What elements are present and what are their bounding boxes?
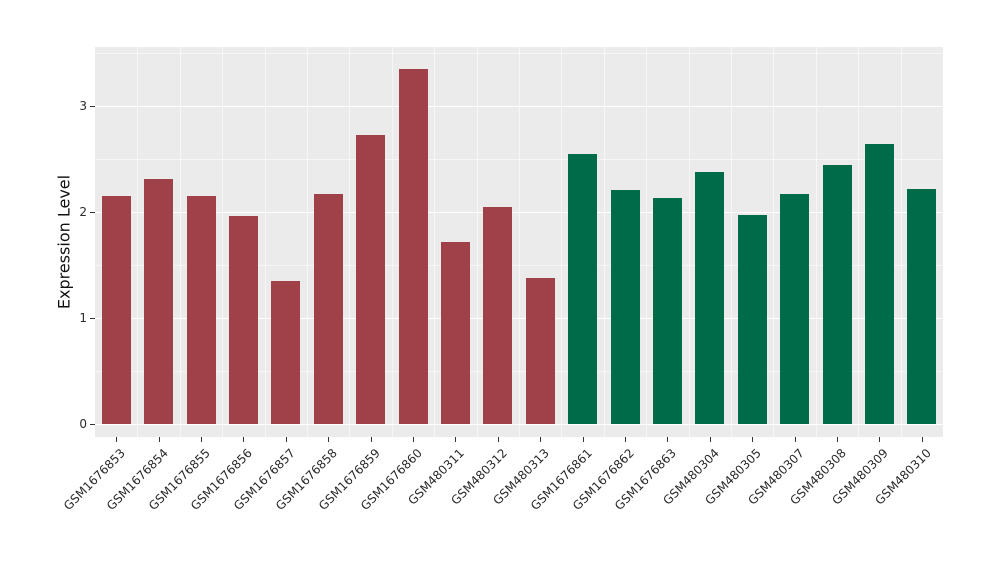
plot-panel <box>95 47 943 437</box>
y-axis-title: Expression Level <box>54 174 74 310</box>
bar-GSM1676861 <box>568 153 598 424</box>
bar-GSM480310 <box>907 188 937 424</box>
x-tick-mark-GSM1676861 <box>582 437 584 442</box>
bar-GSM1676854 <box>144 179 174 424</box>
gridline-v-16 <box>773 47 775 437</box>
bar-GSM1676859 <box>356 134 386 424</box>
bar-GSM480308 <box>822 165 852 424</box>
x-tick-mark-GSM480307 <box>794 437 796 442</box>
x-tick-mark-GSM480312 <box>497 437 499 442</box>
y-tick-mark-0 <box>90 424 95 425</box>
gridline-v-17 <box>815 47 817 437</box>
bar-GSM1676856 <box>228 216 258 424</box>
gridline-v-13 <box>646 47 648 437</box>
y-tick-mark-2 <box>90 212 95 213</box>
bar-GSM480312 <box>483 206 513 424</box>
x-tick-mark-GSM1676858 <box>328 437 330 442</box>
gridline-v-14 <box>688 47 690 437</box>
bar-GSM1676858 <box>313 193 343 424</box>
gridline-v-19 <box>900 47 902 437</box>
gridline-v-15 <box>731 47 732 437</box>
bar-GSM1676853 <box>101 196 131 424</box>
bar-GSM480313 <box>525 277 555 424</box>
x-tick-mark-GSM480309 <box>879 437 881 442</box>
x-tick-mark-GSM480308 <box>837 437 838 442</box>
x-tick-mark-GSM480304 <box>709 437 711 442</box>
gridline-v-18 <box>858 47 860 437</box>
gridline-v-7 <box>391 47 393 437</box>
bar-GSM480307 <box>780 193 810 424</box>
x-tick-mark-GSM1676859 <box>370 437 372 442</box>
y-tick-label-2: 2 <box>79 205 87 219</box>
x-tick-mark-GSM480305 <box>752 437 754 442</box>
x-tick-mark-GSM1676853 <box>116 437 118 442</box>
y-tick-label-1: 1 <box>79 311 87 325</box>
x-tick-mark-GSM1676855 <box>201 437 202 442</box>
bar-GSM480304 <box>695 171 725 424</box>
x-tick-mark-GSM480310 <box>921 437 923 442</box>
gridline-v-10 <box>519 47 520 437</box>
gridline-v-12 <box>603 47 605 437</box>
bar-GSM480309 <box>864 144 894 424</box>
y-tick-label-3: 3 <box>79 99 87 113</box>
bar-GSM1676855 <box>186 196 216 424</box>
x-tick-mark-GSM1676860 <box>413 437 414 442</box>
x-tick-mark-GSM1676862 <box>625 437 626 442</box>
bar-GSM480311 <box>440 241 470 424</box>
x-tick-mark-GSM480311 <box>455 437 457 442</box>
x-tick-mark-GSM1676854 <box>158 437 160 442</box>
gridline-v-5 <box>307 47 308 437</box>
gridline-v-9 <box>476 47 478 437</box>
y-tick-label-0: 0 <box>79 417 87 431</box>
y-tick-mark-3 <box>90 106 95 107</box>
gridline-v-2 <box>179 47 181 437</box>
bar-GSM480305 <box>737 215 767 424</box>
gridline-v-6 <box>349 47 351 437</box>
x-tick-mark-GSM1676863 <box>667 437 669 442</box>
gridline-v-4 <box>264 47 266 437</box>
gridline-v-3 <box>222 47 224 437</box>
gridline-v-8 <box>434 47 436 437</box>
x-tick-mark-GSM1676857 <box>285 437 287 442</box>
gridline-v-1 <box>137 47 139 437</box>
bar-GSM1676863 <box>652 198 682 424</box>
gridline-v-11 <box>561 47 563 437</box>
y-tick-mark-1 <box>90 318 95 319</box>
bar-GSM1676862 <box>610 189 640 424</box>
x-tick-mark-GSM1676856 <box>243 437 245 442</box>
bar-GSM1676857 <box>271 280 301 424</box>
bar-GSM1676860 <box>398 68 428 424</box>
x-tick-mark-GSM480313 <box>540 437 542 442</box>
